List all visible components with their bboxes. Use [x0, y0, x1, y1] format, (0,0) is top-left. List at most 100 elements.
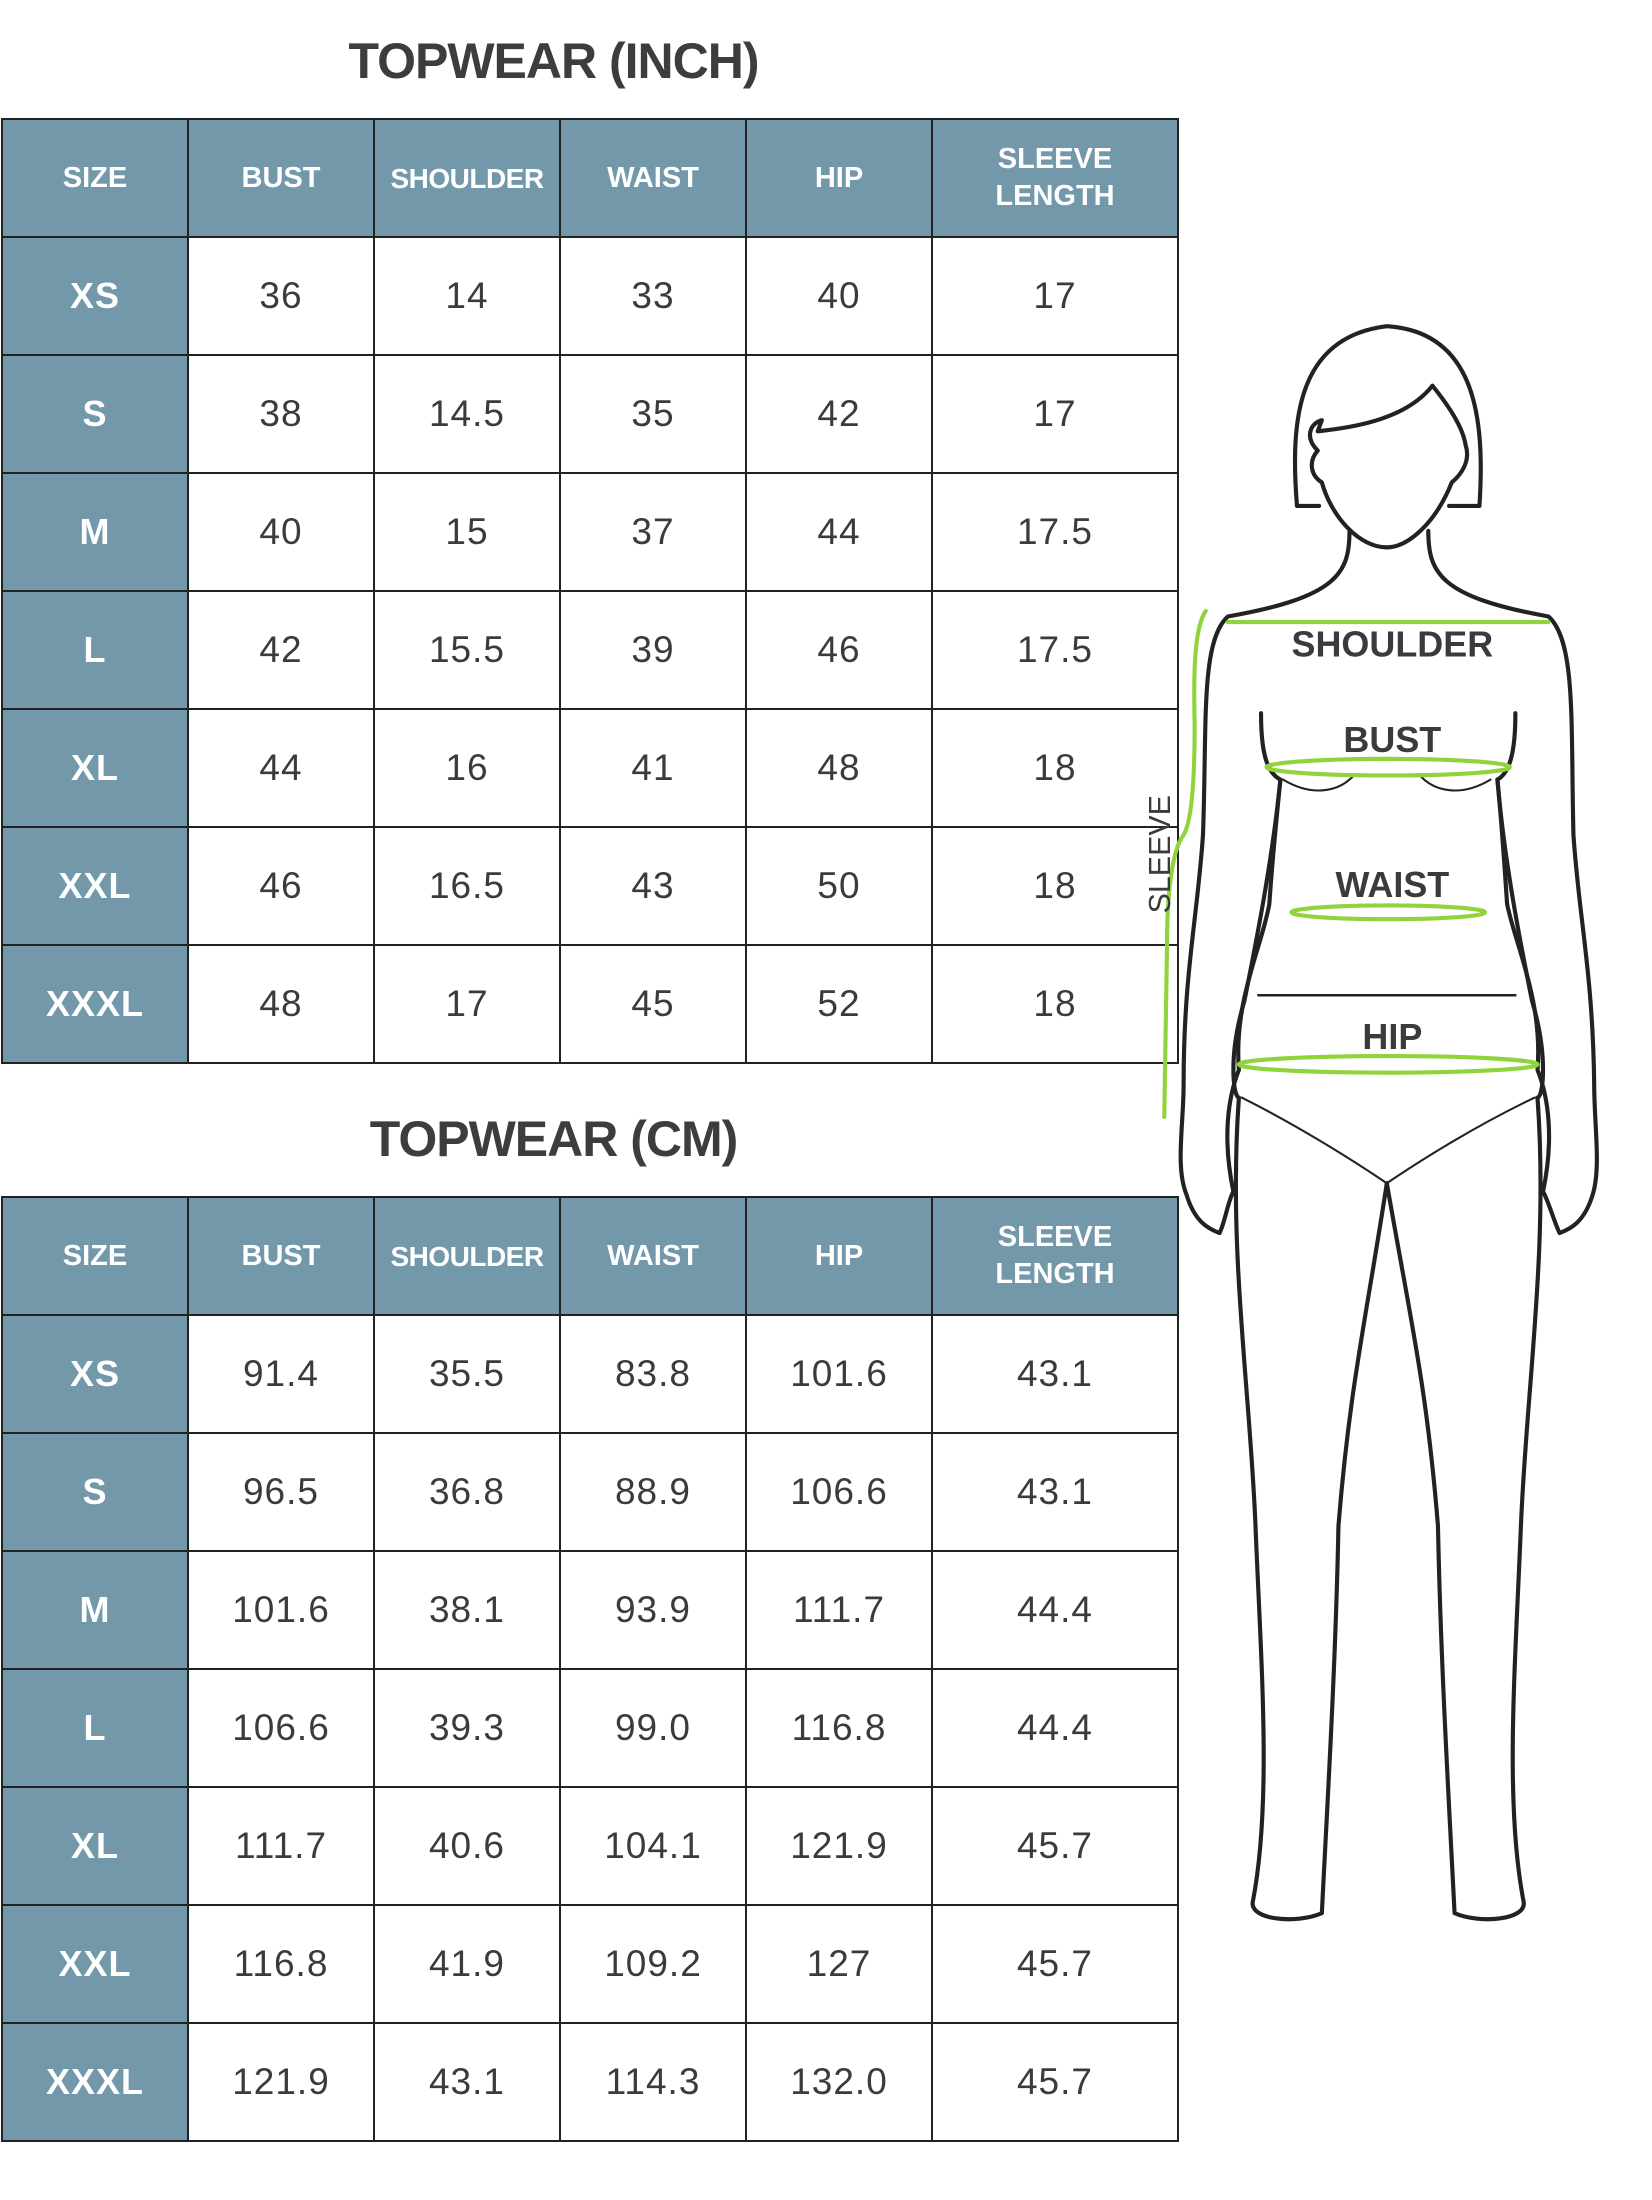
measurement-cell: 42 — [745, 354, 933, 474]
size-cell: XXL — [1, 826, 189, 946]
table-row: L 106.6 39.3 99.0 116.8 44.4 — [1, 1668, 1179, 1788]
measurement-cell: 17 — [931, 236, 1179, 356]
measurement-cell: 42 — [187, 590, 375, 710]
bust-label: BUST — [1343, 719, 1441, 760]
measurement-cell: 36.8 — [373, 1432, 561, 1552]
column-header: SHOULDER — [373, 1196, 561, 1316]
measurement-cell: 48 — [187, 944, 375, 1064]
size-cell: XS — [1, 236, 189, 356]
column-header: SIZE — [1, 1196, 189, 1316]
table-row: XXL 46 16.5 43 50 18 — [1, 826, 1179, 946]
measurement-cell: 93.9 — [559, 1550, 747, 1670]
measurement-cell: 106.6 — [745, 1432, 933, 1552]
size-cell: XL — [1, 708, 189, 828]
measurement-cell: 48 — [745, 708, 933, 828]
measurement-cell: 33 — [559, 236, 747, 356]
table-row: S 38 14.5 35 42 17 — [1, 354, 1179, 474]
table-row: XS 91.4 35.5 83.8 101.6 43.1 — [1, 1314, 1179, 1434]
measurement-cell: 88.9 — [559, 1432, 747, 1552]
measurement-cell: 106.6 — [187, 1668, 375, 1788]
measurement-cell: 40 — [745, 236, 933, 356]
measurement-cell: 121.9 — [187, 2022, 375, 2142]
measurement-cell: 40 — [187, 472, 375, 592]
measurement-cell: 39.3 — [373, 1668, 561, 1788]
measurement-cell: 83.8 — [559, 1314, 747, 1434]
size-cell: XXXL — [1, 2022, 189, 2142]
measurement-cell: 109.2 — [559, 1904, 747, 2024]
size-cell: XS — [1, 1314, 189, 1434]
measurement-cell: 114.3 — [559, 2022, 747, 2142]
table-row: S 96.5 36.8 88.9 106.6 43.1 — [1, 1432, 1179, 1552]
column-header: HIP — [745, 1196, 933, 1316]
measurement-cell: 91.4 — [187, 1314, 375, 1434]
measurement-cell: 96.5 — [187, 1432, 375, 1552]
header-row: SIZE BUST SHOULDER WAIST HIP SLEEVE LENGTH — [1, 1196, 1179, 1316]
measurement-cell: 50 — [745, 826, 933, 946]
measurement-cell: 38.1 — [373, 1550, 561, 1670]
body-measurement-figure: SHOULDER BUST WAIST HIP SLEEVE — [1143, 324, 1599, 1922]
measurement-cell: 111.7 — [745, 1550, 933, 1670]
measurement-cell: 101.6 — [745, 1314, 933, 1434]
size-cell: XXXL — [1, 944, 189, 1064]
measurement-cell: 45.7 — [931, 1786, 1179, 1906]
measurement-cell: 17.5 — [931, 472, 1179, 592]
column-header: BUST — [187, 1196, 375, 1316]
measurement-cell: 15.5 — [373, 590, 561, 710]
inch-table-title: TOPWEAR (INCH) — [348, 33, 759, 89]
measurement-cell: 43.1 — [373, 2022, 561, 2142]
measurement-cell: 41.9 — [373, 1904, 561, 2024]
measurement-cell: 18 — [931, 708, 1179, 828]
measurement-cell: 41 — [559, 708, 747, 828]
shoulder-label: SHOULDER — [1292, 624, 1494, 665]
measurement-cell: 17.5 — [931, 590, 1179, 710]
measurement-cell: 121.9 — [745, 1786, 933, 1906]
measurement-cell: 39 — [559, 590, 747, 710]
table-row: M 40 15 37 44 17.5 — [1, 472, 1179, 592]
column-header: WAIST — [559, 118, 747, 238]
column-header: SLEEVE LENGTH — [931, 118, 1179, 238]
sleeve-line — [1162, 608, 1208, 1119]
table-row: L 42 15.5 39 46 17.5 — [1, 590, 1179, 710]
measurement-cell: 18 — [931, 826, 1179, 946]
measurement-lines — [1162, 608, 1551, 1119]
column-header: SHOULDER — [373, 118, 561, 238]
measurement-cell: 45 — [559, 944, 747, 1064]
measurement-cell: 52 — [745, 944, 933, 1064]
measurement-cell: 35.5 — [373, 1314, 561, 1434]
measurement-cell: 46 — [187, 826, 375, 946]
table-row: XXL 116.8 41.9 109.2 127 45.7 — [1, 1904, 1179, 2024]
measurement-cell: 36 — [187, 236, 375, 356]
measurement-cell: 104.1 — [559, 1786, 747, 1906]
table-row: XL 44 16 41 48 18 — [1, 708, 1179, 828]
measurement-cell: 127 — [745, 1904, 933, 2024]
hip-line — [1236, 1054, 1540, 1075]
column-header: WAIST — [559, 1196, 747, 1316]
measurement-cell: 116.8 — [745, 1668, 933, 1788]
measurement-cell: 16.5 — [373, 826, 561, 946]
measurement-cell: 116.8 — [187, 1904, 375, 2024]
body-outline — [1178, 324, 1599, 1922]
table-row: XL 111.7 40.6 104.1 121.9 45.7 — [1, 1786, 1179, 1906]
measurement-cell: 18 — [931, 944, 1179, 1064]
waist-label: WAIST — [1335, 864, 1449, 905]
waist-line — [1289, 903, 1488, 922]
measurement-cell: 111.7 — [187, 1786, 375, 1906]
cm-table-title: TOPWEAR (CM) — [369, 1111, 739, 1167]
header-row: SIZE BUST SHOULDER WAIST HIP SLEEVE LENGTH — [1, 118, 1179, 238]
column-header: SIZE — [1, 118, 189, 238]
measurement-cell: 44.4 — [931, 1668, 1179, 1788]
measurement-cell: 37 — [559, 472, 747, 592]
measurement-cell: 35 — [559, 354, 747, 474]
sleeve-label: SLEEVE — [1143, 795, 1177, 913]
measurement-cell: 16 — [373, 708, 561, 828]
measurement-cell: 44 — [745, 472, 933, 592]
measurement-cell: 14 — [373, 236, 561, 356]
measurement-cell: 132.0 — [745, 2022, 933, 2142]
size-cell: M — [1, 472, 189, 592]
hip-label: HIP — [1362, 1016, 1422, 1057]
column-header: BUST — [187, 118, 375, 238]
table-row: M 101.6 38.1 93.9 111.7 44.4 — [1, 1550, 1179, 1670]
measurement-cell: 44.4 — [931, 1550, 1179, 1670]
measurement-cell: 17 — [931, 354, 1179, 474]
measurement-cell: 101.6 — [187, 1550, 375, 1670]
